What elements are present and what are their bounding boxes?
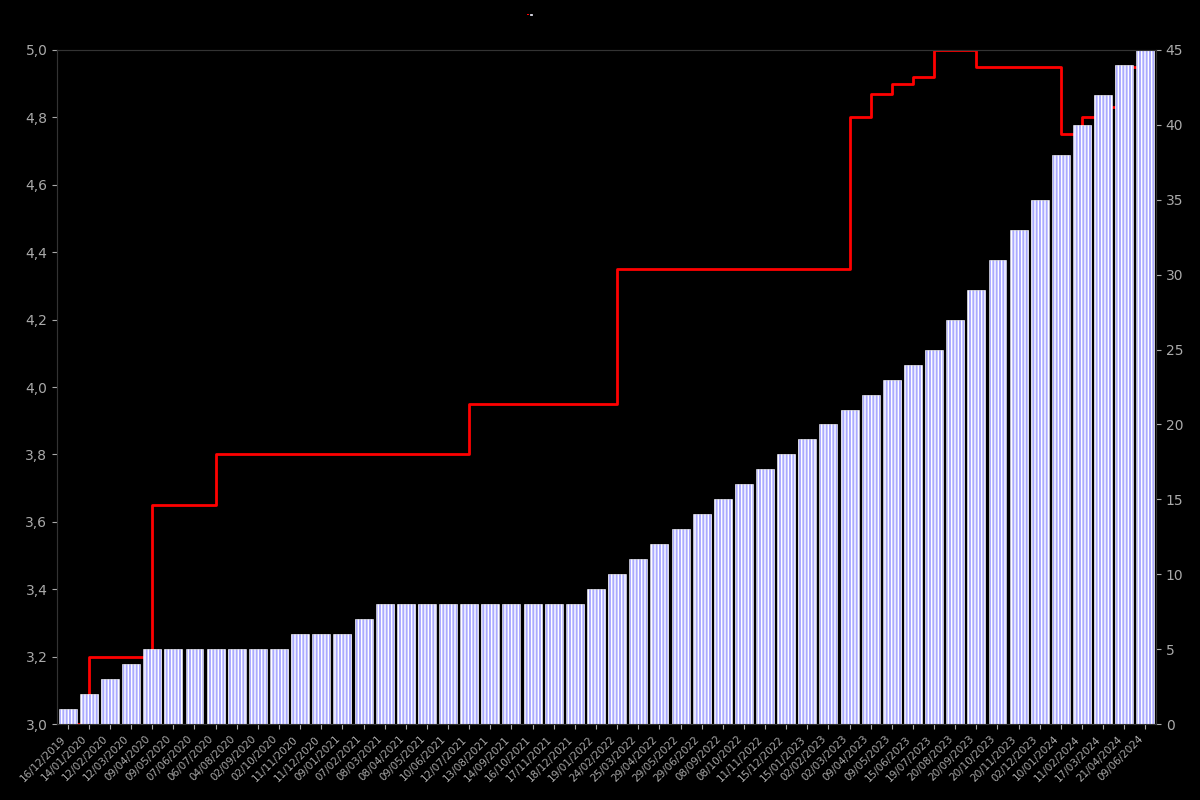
Legend: , : , <box>527 14 533 16</box>
Bar <box>418 604 436 724</box>
Bar <box>503 604 521 724</box>
Bar <box>334 634 352 724</box>
Bar <box>80 694 98 724</box>
Bar <box>228 650 246 724</box>
Bar <box>798 439 816 724</box>
Bar <box>862 394 880 724</box>
Bar <box>461 604 478 724</box>
Bar <box>481 604 499 724</box>
Bar <box>292 634 310 724</box>
Bar <box>989 260 1007 724</box>
Bar <box>692 514 710 724</box>
Bar <box>1115 65 1133 724</box>
Bar <box>143 650 161 724</box>
Bar <box>1136 50 1154 724</box>
Bar <box>1031 200 1049 724</box>
Bar <box>248 650 266 724</box>
Bar <box>164 650 182 724</box>
Bar <box>820 425 838 724</box>
Bar <box>397 604 415 724</box>
Bar <box>206 650 224 724</box>
Bar <box>714 499 732 724</box>
Bar <box>883 379 901 724</box>
Bar <box>59 710 77 724</box>
Bar <box>354 619 372 724</box>
Bar <box>629 559 647 724</box>
Bar <box>904 365 922 724</box>
Bar <box>376 604 394 724</box>
Bar <box>672 530 690 724</box>
Bar <box>756 470 774 724</box>
Bar <box>186 650 204 724</box>
Bar <box>566 604 584 724</box>
Bar <box>650 544 668 724</box>
Bar <box>1052 154 1070 724</box>
Bar <box>947 319 965 724</box>
Bar <box>439 604 457 724</box>
Bar <box>1073 125 1091 724</box>
Bar <box>778 454 796 724</box>
Bar <box>608 574 626 724</box>
Bar <box>587 590 605 724</box>
Bar <box>734 485 752 724</box>
Bar <box>312 634 330 724</box>
Bar <box>122 664 140 724</box>
Bar <box>270 650 288 724</box>
Bar <box>523 604 541 724</box>
Bar <box>1094 95 1112 724</box>
Bar <box>545 604 563 724</box>
Bar <box>1009 230 1027 724</box>
Bar <box>840 410 858 724</box>
Bar <box>925 350 943 724</box>
Bar <box>967 290 985 724</box>
Bar <box>101 679 119 724</box>
